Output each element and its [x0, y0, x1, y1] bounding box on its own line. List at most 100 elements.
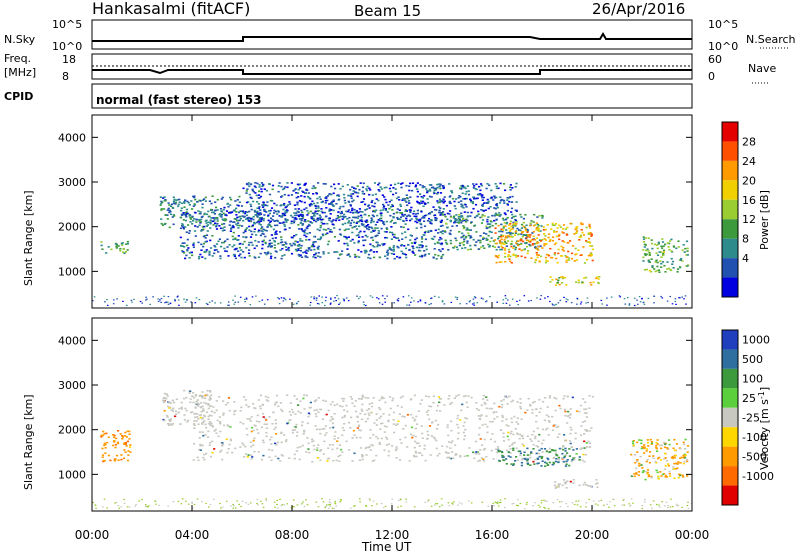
range-gate-cell — [623, 498, 625, 500]
range-gate-cell — [300, 195, 303, 197]
range-gate-cell — [383, 243, 386, 245]
range-gate-cell — [660, 251, 663, 253]
range-gate-cell — [298, 255, 301, 257]
range-gate-cell — [493, 418, 496, 420]
range-gate-cell — [265, 419, 268, 421]
range-gate-cell — [537, 462, 540, 464]
range-gate-cell — [200, 230, 203, 232]
range-gate-cell — [654, 460, 657, 463]
range-gate-cell — [307, 250, 310, 252]
range-gate-cell — [359, 501, 361, 503]
range-gate-cell — [100, 241, 103, 243]
range-gate-cell — [195, 420, 198, 422]
range-gate-cell — [376, 234, 379, 237]
range-gate-cell — [358, 231, 361, 234]
range-gate-cell — [551, 256, 554, 259]
range-gate-cell — [278, 222, 281, 224]
range-gate-cell — [179, 423, 182, 425]
colorbar-tick-label: 4 — [742, 252, 749, 265]
range-gate-cell — [129, 451, 132, 453]
range-gate-cell — [299, 187, 302, 189]
range-gate-cell — [495, 502, 498, 504]
range-gate-cell — [532, 230, 535, 233]
range-gate-cell — [233, 303, 236, 305]
range-gate-cell — [420, 200, 423, 202]
range-gate-cell — [534, 458, 537, 461]
range-gate-cell — [404, 424, 407, 427]
range-gate-cell — [398, 209, 401, 211]
range-gate-cell — [540, 502, 543, 504]
range-gate-cell — [687, 501, 689, 503]
range-gate-cell — [461, 204, 464, 207]
range-gate-cell — [208, 414, 211, 417]
range-gate-cell — [541, 451, 544, 453]
range-gate-cell — [458, 502, 461, 504]
range-gate-cell — [660, 475, 663, 477]
range-gate-cell — [507, 255, 510, 258]
range-gate-cell — [514, 248, 517, 251]
range-gate-cell — [686, 254, 689, 256]
beam-title: Beam 15 — [354, 2, 421, 20]
range-gate-cell — [475, 188, 478, 191]
range-gate-cell — [164, 214, 168, 216]
range-gate-cell — [192, 244, 195, 246]
range-gate-cell — [462, 244, 465, 246]
range-gate-cell — [325, 413, 328, 416]
range-gate-cell — [553, 224, 556, 226]
range-gate-cell — [293, 395, 296, 397]
range-gate-cell — [574, 228, 577, 231]
range-gate-cell — [250, 205, 253, 208]
range-gate-cell — [373, 246, 376, 248]
range-gate-cell — [548, 240, 551, 242]
range-gate-cell — [353, 505, 355, 507]
range-gate-cell — [283, 297, 285, 299]
range-gate-cell — [256, 211, 259, 214]
range-gate-cell — [328, 507, 330, 509]
range-gate-cell — [252, 403, 255, 405]
range-gate-cell — [268, 239, 271, 242]
range-gate-cell — [235, 247, 238, 250]
range-gate-cell — [241, 225, 244, 227]
range-gate-cell — [381, 396, 384, 398]
range-gate-cell — [580, 425, 583, 427]
range-gate-cell — [414, 184, 418, 186]
range-gate-cell — [203, 250, 206, 253]
range-gate-cell — [332, 219, 335, 221]
range-gate-cell — [506, 197, 509, 199]
range-gate-cell — [330, 297, 332, 299]
range-gate-cell — [378, 443, 381, 446]
range-gate-cell — [502, 302, 505, 304]
range-gate-cell — [501, 456, 504, 459]
range-gate-cell — [562, 445, 565, 448]
range-gate-cell — [532, 401, 535, 404]
range-gate-cell — [289, 419, 292, 421]
range-gate-cell — [557, 302, 560, 304]
range-gate-cell — [463, 455, 466, 458]
range-gate-cell — [469, 235, 472, 237]
range-gate-cell — [343, 235, 346, 238]
range-gate-cell — [252, 221, 256, 224]
range-gate-cell — [500, 242, 503, 245]
range-gate-cell — [141, 499, 143, 501]
range-gate-cell — [686, 458, 689, 461]
range-gate-cell — [358, 188, 361, 191]
range-gate-cell — [438, 398, 442, 400]
range-gate-cell — [456, 297, 459, 299]
range-gate-cell — [299, 222, 302, 224]
range-gate-cell — [172, 200, 175, 202]
range-gate-cell — [347, 209, 351, 211]
range-gate-cell — [400, 250, 403, 253]
range-gate-cell — [104, 301, 106, 303]
range-gate-cell — [362, 200, 365, 203]
range-gate-cell — [421, 437, 424, 439]
range-gate-cell — [236, 224, 239, 227]
range-gate-cell — [554, 449, 557, 452]
range-gate-cell — [424, 230, 427, 233]
range-gate-cell — [590, 252, 593, 255]
range-gate-cell — [668, 248, 671, 251]
range-gate-cell — [581, 231, 584, 234]
range-gate-cell — [215, 409, 218, 412]
range-gate-cell — [322, 228, 325, 231]
range-gate-cell — [302, 397, 305, 400]
range-gate-cell — [505, 297, 507, 299]
